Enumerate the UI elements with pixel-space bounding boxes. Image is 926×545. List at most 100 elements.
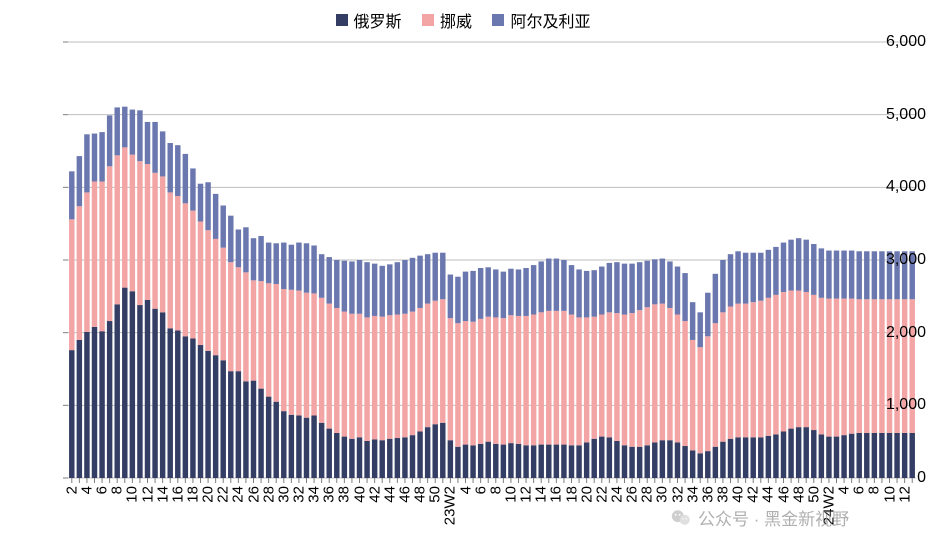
bar-segment [432,424,437,478]
bar-segment [614,262,619,313]
bar-segment [440,253,445,300]
bar-segment [667,308,672,440]
bar-segment [440,423,445,478]
bar-segment [713,274,718,323]
bar-segment [523,445,528,478]
bar-segment [607,263,612,312]
bar-segment [788,240,793,291]
legend-swatch-algeria [492,14,504,26]
x-tick-label: 12 [139,486,156,503]
bar-segment [183,203,188,336]
watermark: 公众号 · 黑金新视野 [670,505,849,530]
bar-segment [538,312,543,444]
bar-segment [417,308,422,432]
bar-segment [410,312,415,436]
bar-segment [379,317,384,441]
bar-segment [326,257,331,304]
bar-segment [183,154,188,203]
x-tick-label: 30 [654,486,671,503]
bar-segment [152,122,157,173]
bar-segment [561,311,566,445]
bar-segment [266,397,271,478]
bar-segment [743,437,748,478]
bar-segment [766,436,771,478]
bar-segment [781,292,786,432]
y-tick-label: 1,000 [866,396,926,414]
bar-segment [326,304,331,429]
bar-segment [99,331,104,478]
bar-segment [735,251,740,303]
bar-segment [198,184,203,222]
bar-segment [728,254,733,306]
bar-segment [644,445,649,478]
bar-segment [599,437,604,478]
bar-segment [448,275,453,319]
bar-segment [735,304,740,438]
bar-segment [311,293,316,415]
bar-segment [773,247,778,295]
bar-segment [236,371,241,478]
bar-segment [584,271,589,318]
bar-segment [750,302,755,437]
bar-segment [743,304,748,438]
bar-segment [107,115,112,166]
bar-segment [364,317,369,441]
bar-segment [319,298,324,423]
bar-segment [697,312,702,347]
bar-segment [531,445,536,478]
bar-segment [591,317,596,439]
bar-segment [811,295,816,430]
bar-segment [803,427,808,478]
bar-segment [758,253,763,301]
bar-segment [122,107,127,148]
bar-segment [77,206,82,340]
bar-segment [69,350,74,478]
bar-segment [387,264,392,315]
x-tick-label: 12 [896,486,913,503]
legend-item-norway: 挪威 [422,8,472,32]
bar-segment [137,110,142,161]
bar-segment [92,182,97,327]
bar-segment [841,299,846,436]
bar-segment [289,245,294,290]
bar-segment [781,243,786,292]
bar-segment [569,445,574,478]
bar-segment [470,322,475,446]
bar-segment [622,315,627,446]
bar-segment [402,260,407,314]
bar-segment [788,429,793,478]
x-tick-label: 23W2 [442,486,459,525]
bar-segment [160,176,165,312]
bar-segment [819,248,824,297]
bar-segment [803,240,808,292]
bar-segment [107,166,112,321]
bar-segment [531,265,536,314]
bar-segment [728,439,733,478]
watermark-text: 公众号 · 黑金新视野 [698,505,849,530]
bar-segment [591,270,596,317]
bar-segment [251,381,256,478]
bar-segment [637,310,642,447]
bar-segment [531,315,536,446]
bar-segment [349,439,354,478]
bar-segment [289,290,294,415]
bar-segment [455,323,460,447]
bar-segment [198,221,203,345]
bar-segment [258,281,263,389]
bar-segment [819,298,824,435]
bar-segment [417,256,422,308]
bar-segment [114,155,119,304]
x-tick-label: 8 [866,486,883,494]
bar-segment [213,239,218,355]
bar-segment [92,134,97,182]
bar-segment [402,437,407,478]
bar-segment [281,243,286,290]
bar-segment [516,316,521,444]
y-tick-label: 3,000 [866,251,926,269]
bar-segment [243,227,248,272]
bar-segment [205,182,210,230]
bar-segment [266,243,271,284]
bar-segment [228,216,233,263]
bar-segment [796,238,801,290]
bar-segment [637,262,642,310]
